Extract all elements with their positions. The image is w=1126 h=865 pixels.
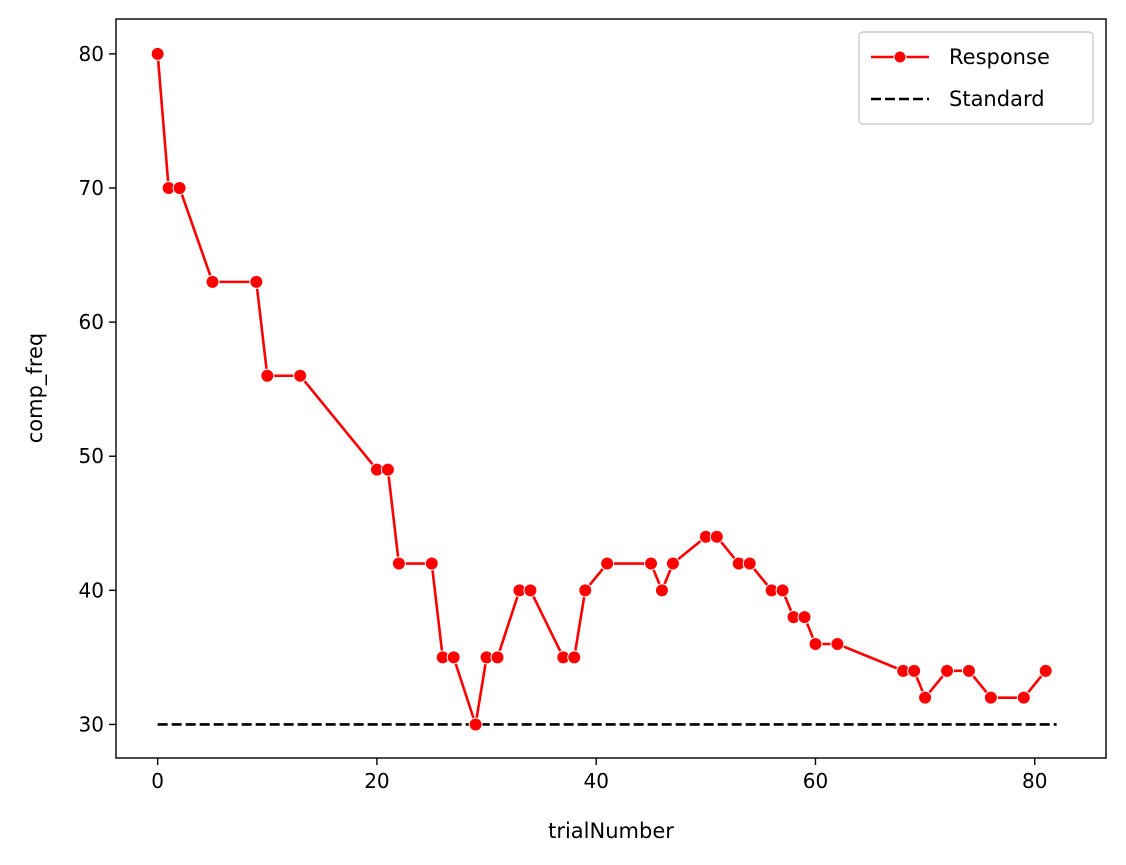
data-point-response [830, 637, 845, 651]
y-tick-label: 30 [79, 712, 104, 736]
data-point-response [446, 650, 461, 665]
data-point-response [709, 529, 724, 544]
x-tick-label: 60 [803, 769, 828, 793]
data-point-response [523, 583, 538, 598]
data-point-response [742, 556, 757, 571]
data-point-response [983, 690, 998, 705]
data-point-response [1038, 663, 1053, 678]
plot-frame [115, 18, 1107, 759]
legend-label-standard: Standard [949, 87, 1045, 111]
data-point-response [249, 274, 264, 289]
x-axis-label: trialNumber [548, 819, 674, 843]
legend-label-response: Response [949, 45, 1050, 69]
data-point-response [907, 663, 922, 678]
x-axis: 0 20 40 60 80 [151, 758, 1047, 793]
x-tick-label: 0 [151, 769, 164, 793]
x-tick-label: 80 [1022, 769, 1047, 793]
y-axis: 30 40 50 60 70 80 [79, 42, 116, 736]
data-point-response [150, 46, 165, 61]
data-point-response [468, 717, 483, 732]
y-tick-label: 80 [79, 42, 104, 66]
data-point-response [654, 583, 669, 598]
data-point-response [644, 556, 659, 571]
data-point-response [578, 583, 593, 598]
data-point-response [490, 650, 505, 665]
data-point-response [391, 556, 406, 571]
data-point-response [918, 690, 933, 705]
data-point-response [665, 556, 680, 571]
data-point-response [567, 650, 582, 665]
data-layer [150, 46, 1057, 732]
y-tick-label: 70 [79, 176, 104, 200]
y-tick-label: 60 [79, 310, 104, 334]
data-point-response [797, 610, 812, 625]
data-point-response [775, 583, 790, 598]
y-tick-label: 40 [79, 578, 104, 602]
data-point-response [424, 556, 439, 571]
data-point-response [293, 368, 308, 383]
data-point-response [808, 637, 823, 651]
data-point-response [600, 556, 615, 571]
y-axis-label: comp_freq [23, 333, 48, 444]
data-point-response [940, 663, 955, 678]
data-point-response [961, 663, 976, 678]
x-tick-label: 40 [583, 769, 608, 793]
data-point-response [205, 274, 220, 289]
x-tick-label: 20 [364, 769, 389, 793]
y-tick-label: 50 [79, 444, 104, 468]
data-point-response [172, 180, 187, 195]
data-point-response [380, 462, 395, 477]
data-point-response [260, 368, 275, 383]
data-point-response [1016, 690, 1031, 705]
legend-box [858, 31, 1094, 125]
legend: Response Standard [858, 31, 1094, 125]
legend-swatch-response-marker [893, 50, 907, 64]
